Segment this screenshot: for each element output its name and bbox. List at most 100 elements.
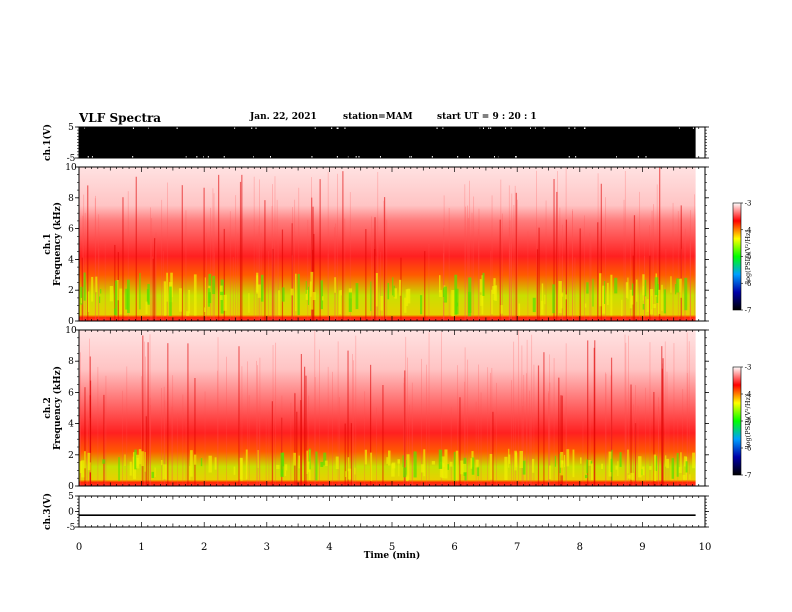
sferic-streak: [666, 371, 668, 486]
waveform-gap: [132, 127, 134, 129]
band-emission: [339, 290, 341, 315]
y-tick-label: 0: [68, 508, 74, 518]
sferic-streak: [536, 170, 537, 321]
sferic-streak: [548, 393, 549, 486]
sferic-streak: [98, 214, 100, 321]
sferic-streak: [235, 195, 237, 321]
band-emission: [588, 460, 591, 466]
sferic-streak: [305, 375, 307, 486]
band-emission: [214, 457, 217, 470]
sferic-streak: [661, 346, 663, 486]
sferic-streak: [509, 220, 511, 321]
waveform-gap: [490, 127, 492, 129]
waveform-gap: [616, 156, 618, 158]
band-emission: [453, 452, 456, 482]
sferic-streak: [487, 367, 489, 486]
sferic-streak: [84, 212, 86, 321]
sferic-streak: [526, 339, 528, 486]
band-emission: [689, 474, 691, 480]
sferic-streak: [509, 237, 511, 321]
sferic-streak: [536, 249, 539, 321]
band-emission: [298, 455, 300, 469]
sferic-streak: [537, 365, 540, 486]
sferic-streak: [79, 408, 81, 486]
band-emission: [627, 449, 629, 474]
waveform-gap: [223, 156, 225, 158]
band-emission: [399, 279, 402, 296]
band-emission: [151, 471, 155, 478]
band-emission: [188, 289, 191, 314]
sferic-streak: [633, 215, 636, 321]
band-emission: [642, 286, 644, 301]
band-emission: [397, 459, 401, 464]
sferic-streak: [672, 202, 674, 321]
sferic-streak: [565, 407, 567, 486]
sferic-streak: [290, 402, 292, 486]
band-emission: [118, 457, 120, 482]
x-tick-label: 10: [699, 542, 712, 553]
colorbar-tick-label: -5: [745, 253, 752, 261]
sferic-streak: [337, 341, 339, 486]
sferic-streak: [645, 387, 646, 486]
sferic-streak: [247, 361, 248, 486]
sferic-streak: [177, 413, 179, 486]
sferic-streak: [147, 342, 149, 486]
y-tick-label: 10: [65, 163, 77, 173]
band-emission: [204, 307, 206, 313]
sferic-streak: [135, 176, 137, 321]
sferic-streak: [144, 341, 145, 486]
sferic-streak: [624, 170, 626, 321]
band-emission: [572, 449, 575, 478]
sferic-streak: [682, 389, 684, 486]
sferic-streak: [501, 213, 503, 321]
sferic-streak: [625, 399, 627, 486]
sferic-streak: [167, 182, 168, 321]
band-emission: [413, 451, 417, 478]
sferic-streak: [500, 179, 502, 321]
y-tick-label: 4: [68, 420, 74, 430]
band-emission: [193, 454, 197, 465]
sferic-streak: [567, 243, 569, 321]
band-emission: [481, 275, 484, 315]
x-tick-label: 6: [451, 542, 457, 553]
colorbar-ch-2: -3 -4 -5 -6 -7 log(PSD)(V²/Hz): [732, 364, 752, 480]
sferic-streak: [272, 248, 274, 321]
band-emission: [592, 278, 594, 307]
sferic-streak: [307, 219, 309, 321]
sferic-streak: [206, 233, 207, 321]
panel-ch-1-v-: 5 -5 ch.1(V): [42, 123, 709, 164]
sferic-streak: [327, 172, 329, 321]
band-emission: [471, 457, 475, 475]
sferic-streak: [155, 232, 157, 321]
band-emission: [79, 461, 83, 474]
y-axis-label: ch.1: [43, 233, 53, 254]
band-emission: [548, 465, 552, 480]
band-emission: [649, 289, 654, 315]
sferic-streak: [83, 194, 85, 321]
waveform-gap: [575, 156, 577, 158]
sferic-streak: [374, 217, 376, 321]
band-emission: [522, 460, 526, 475]
sferic-streak: [154, 238, 156, 321]
sferic-streak: [565, 219, 568, 321]
sferic-streak: [276, 199, 278, 321]
waveform-gap: [255, 127, 257, 129]
band-emission: [125, 288, 129, 310]
waveform-gap: [355, 156, 357, 158]
sferic-streak: [352, 353, 353, 486]
sferic-streak: [319, 349, 320, 486]
band-emission: [589, 461, 592, 465]
sferic-streak: [605, 373, 607, 486]
sferic-streak: [291, 255, 293, 321]
band-emission: [290, 288, 294, 296]
sferic-streak: [658, 406, 660, 486]
x-tick-label: 8: [577, 542, 583, 553]
sferic-streak: [635, 385, 636, 486]
band-emission: [608, 451, 612, 477]
sferic-streak: [526, 373, 527, 486]
y-axis-label: Frequency (kHz): [52, 366, 63, 450]
band-emission: [638, 456, 642, 478]
sferic-streak: [649, 342, 651, 486]
band-emission: [239, 457, 243, 480]
band-emission: [442, 288, 445, 298]
